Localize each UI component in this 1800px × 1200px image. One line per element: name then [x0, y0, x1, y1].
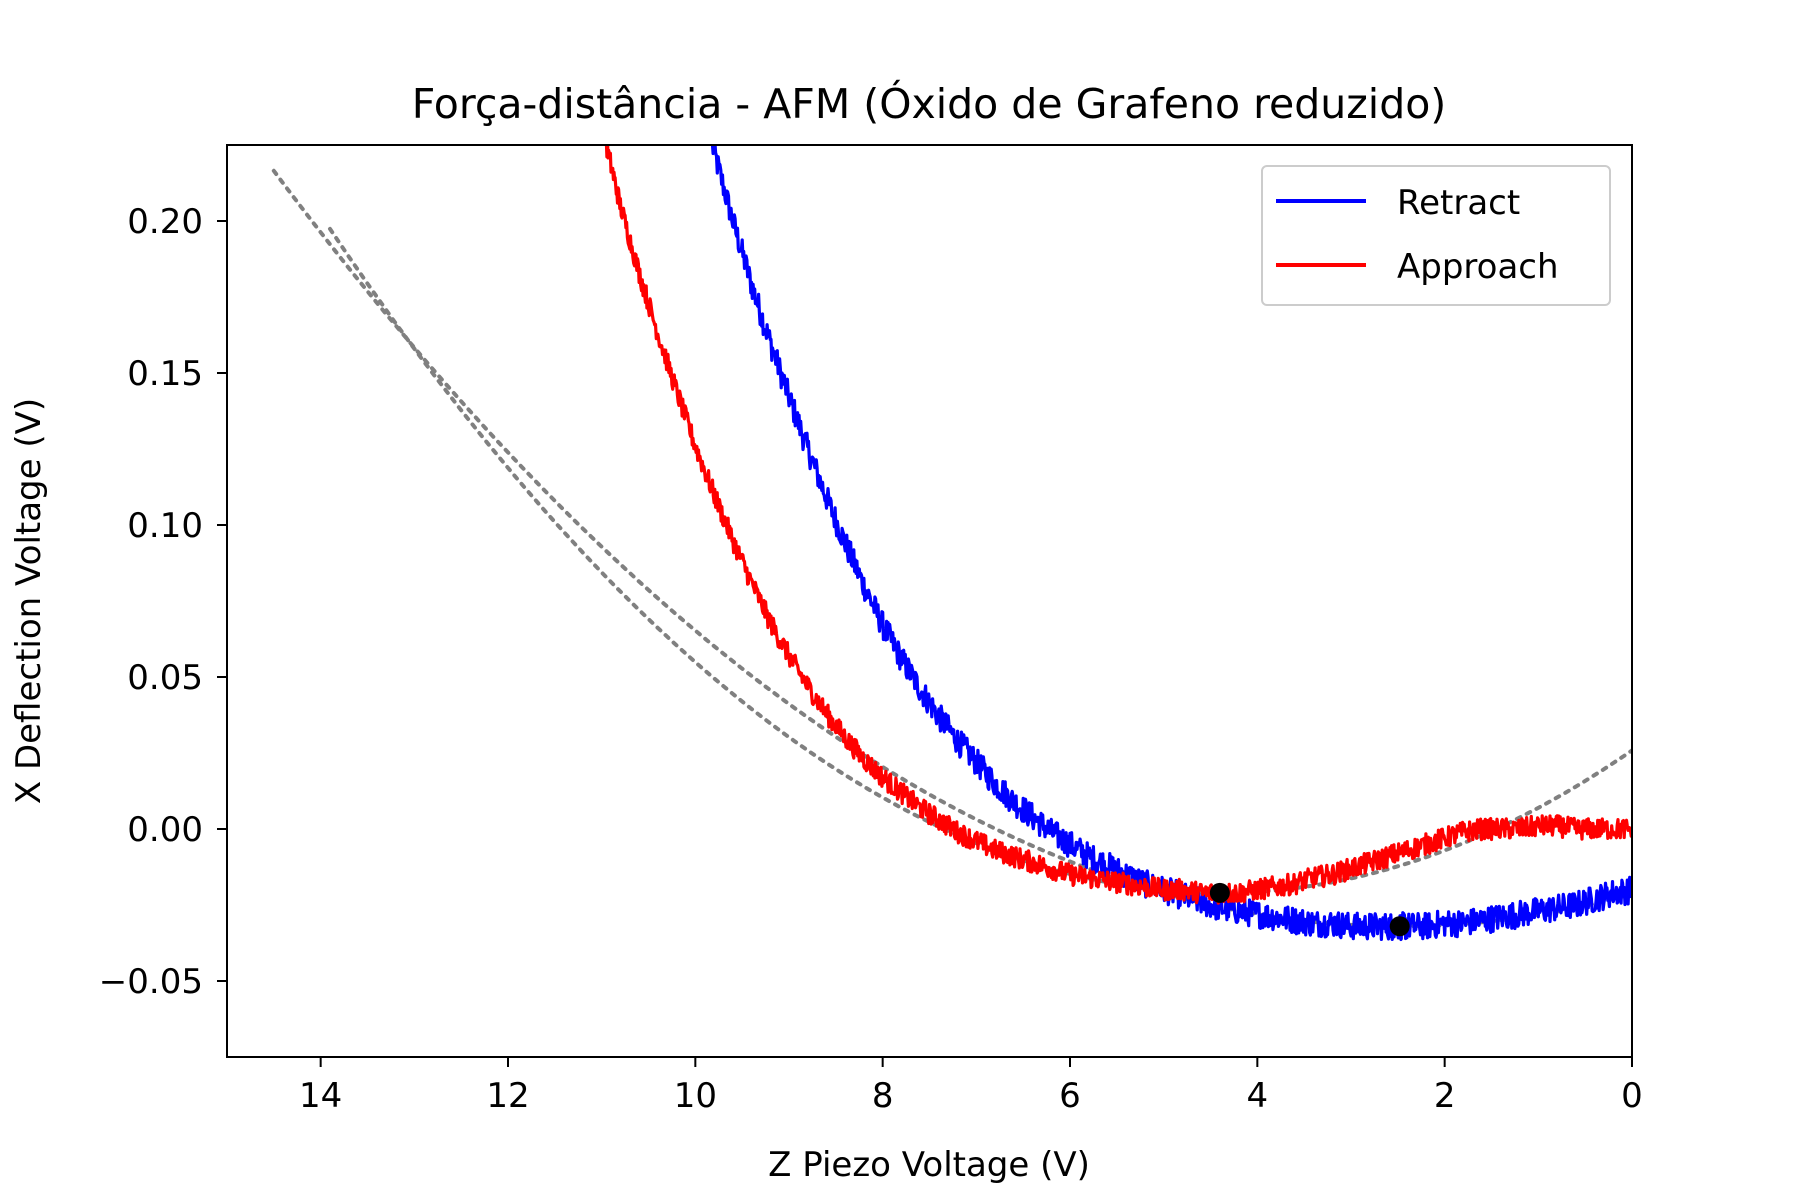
x-tick-label: 10 [674, 1076, 717, 1116]
x-axis-ticks: 14 12 10 8 6 4 2 0 [299, 1057, 1643, 1116]
fit-curve [328, 226, 1632, 895]
x-tick-label: 6 [1059, 1076, 1081, 1116]
y-tick-label: 0.20 [127, 202, 203, 242]
legend-label-retract: Retract [1397, 183, 1520, 223]
y-tick-label: 0.10 [127, 506, 203, 546]
chart-title: Força-distância - AFM (Óxido de Grafeno … [412, 80, 1447, 128]
minimum-marker [1209, 882, 1230, 903]
y-tick-label: −0.05 [99, 962, 203, 1002]
x-tick-label: 0 [1621, 1076, 1643, 1116]
data-series [604, 145, 1632, 942]
x-tick-label: 4 [1247, 1076, 1269, 1116]
x-tick-label: 8 [872, 1076, 894, 1116]
y-tick-label: 0.00 [127, 810, 203, 850]
x-tick-label: 2 [1434, 1076, 1456, 1116]
series-line-approach [604, 145, 1632, 905]
x-tick-label: 12 [486, 1076, 529, 1116]
legend-label-approach: Approach [1397, 247, 1559, 287]
y-tick-label: 0.15 [127, 354, 203, 394]
y-tick-label: 0.05 [127, 658, 203, 698]
minimum-markers [1209, 882, 1410, 937]
legend: Retract Approach [1261, 165, 1611, 306]
plot-frame [226, 144, 1633, 1058]
y-axis-ticks: 0.20 0.15 0.10 0.05 0.00 −0.05 [99, 202, 227, 1002]
y-axis-label: X Deflection Voltage (V) [9, 398, 49, 804]
minimum-marker [1389, 916, 1410, 937]
x-tick-label: 14 [299, 1076, 342, 1116]
x-axis-label: Z Piezo Voltage (V) [768, 1145, 1090, 1185]
